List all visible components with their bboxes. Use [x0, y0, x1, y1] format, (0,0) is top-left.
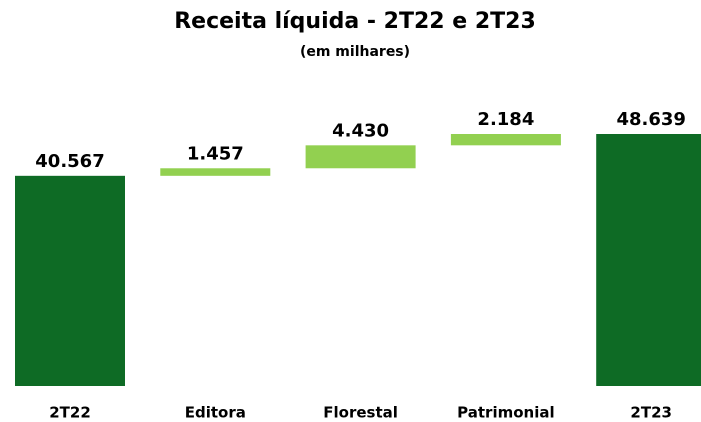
x-tick-label: Patrimonial — [457, 404, 554, 422]
bar — [305, 145, 416, 169]
bar — [15, 175, 125, 386]
value-label: 40.567 — [35, 151, 104, 172]
x-tick-label: Editora — [185, 404, 246, 422]
x-tick-label: 2T23 — [630, 404, 672, 422]
chart-title: Receita líquida - 2T22 e 2T23 — [174, 9, 536, 34]
chart-subtitle: (em milhares) — [300, 44, 410, 60]
x-tick-label: Florestal — [323, 404, 398, 422]
value-label: 1.457 — [187, 143, 244, 164]
value-label: 48.639 — [616, 109, 685, 130]
x-tick-label: 2T22 — [49, 404, 91, 422]
bar — [450, 134, 561, 146]
value-label: 2.184 — [477, 109, 534, 130]
bar — [596, 134, 701, 386]
bar — [160, 168, 271, 176]
value-label: 4.430 — [332, 120, 389, 141]
